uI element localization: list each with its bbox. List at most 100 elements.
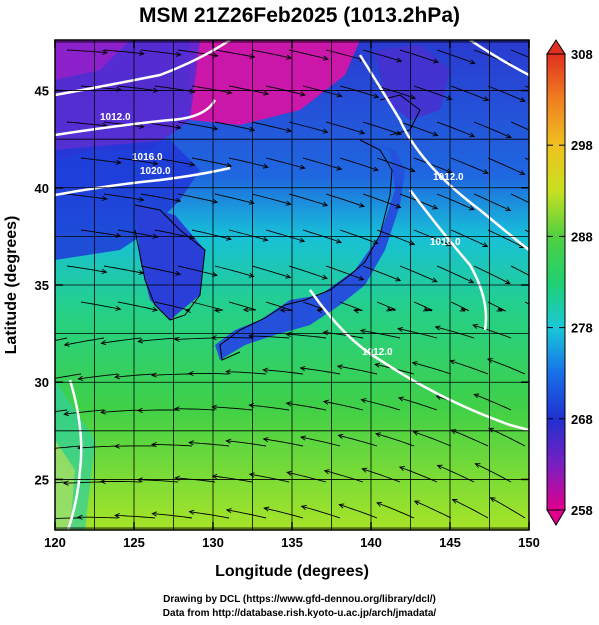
streamline-arrowhead — [323, 469, 330, 475]
streamline — [376, 85, 416, 99]
streamline-arrowhead — [409, 167, 416, 173]
y-tick-label: 40 — [35, 181, 49, 196]
streamline-arrowhead — [483, 96, 490, 102]
streamline-arrowhead — [212, 125, 219, 131]
streamline-arrowhead — [533, 307, 538, 311]
streamline — [115, 514, 156, 519]
streamline — [226, 440, 267, 447]
streamline — [66, 193, 107, 200]
streamline-arrowhead — [99, 478, 106, 485]
streamline — [362, 265, 401, 282]
streamline — [286, 333, 327, 339]
streamline — [301, 505, 341, 519]
isobars — [55, 40, 529, 530]
streamline-arrowhead — [299, 164, 306, 170]
streamline — [475, 463, 512, 483]
streamline — [177, 193, 218, 203]
streamline — [286, 402, 327, 411]
streamline-arrowhead — [248, 199, 255, 205]
streamline-arrowhead — [173, 406, 180, 412]
streamline-arrowhead — [482, 242, 489, 247]
streamline — [117, 301, 158, 311]
isobar-label: 1012.0 — [433, 172, 464, 183]
colorbar-scale — [546, 53, 566, 511]
streamline — [117, 157, 158, 165]
isobar-label: 1016.0 — [132, 152, 163, 163]
streamline-arrowhead — [519, 170, 526, 175]
streamline — [473, 193, 511, 212]
isobar-labels: 1012.0 1016.0 1020.0 1012.0 1016.0 1012.… — [100, 112, 464, 358]
streamline-arrowhead — [189, 161, 196, 167]
streamline — [78, 373, 119, 380]
streamline — [288, 121, 328, 133]
streamline — [413, 431, 452, 447]
streamline-arrowhead — [151, 511, 158, 517]
streamline-arrowhead — [336, 165, 343, 171]
streamline-arrowhead — [262, 236, 269, 242]
streamline-arrowhead — [397, 396, 404, 402]
streamline — [450, 360, 489, 375]
y-axis-label: Latitude (degrees) — [3, 216, 20, 355]
streamline-arrowhead — [137, 338, 144, 344]
streamline-arrowhead — [62, 480, 69, 486]
streamline — [66, 265, 107, 273]
x-tick-label: 150 — [518, 535, 540, 550]
isobar-label: 1016.0 — [430, 237, 461, 248]
streamline-arrowhead — [248, 272, 255, 278]
colorbar: 258 268 278 288 298 308 — [546, 39, 593, 526]
streamline-arrowhead — [152, 233, 159, 239]
y-axis-ticks: 25 30 35 40 45 — [35, 84, 529, 487]
streamline-arrowhead — [445, 241, 452, 247]
streamline-arrowhead — [359, 328, 366, 334]
streamline — [55, 481, 68, 484]
streamline — [376, 229, 415, 245]
streamline — [177, 49, 218, 57]
streamline-arrowhead — [211, 473, 218, 480]
streamline-arrowhead — [353, 308, 360, 314]
streamline-arrowhead — [102, 49, 108, 55]
streamline — [287, 471, 327, 483]
streamline-arrowhead — [446, 168, 453, 174]
streamline — [399, 49, 439, 63]
streamline — [174, 337, 216, 341]
streamline-arrowhead — [285, 273, 292, 279]
streamline — [117, 85, 158, 92]
streamline-arrowhead — [505, 133, 512, 139]
streamline — [140, 49, 181, 56]
streamline-arrowhead — [225, 235, 232, 241]
streamline-arrowhead — [28, 344, 33, 348]
colorbar-tick-label: 308 — [571, 47, 593, 62]
streamline — [325, 193, 365, 207]
streamline-arrowhead — [225, 508, 232, 514]
wind-streamlines — [28, 49, 538, 520]
streamline — [435, 326, 475, 339]
streamline-arrowhead — [450, 429, 457, 435]
streamline — [399, 121, 438, 136]
streamline — [226, 509, 267, 519]
streamline — [325, 49, 365, 61]
streamline — [228, 229, 268, 241]
streamline — [251, 121, 292, 132]
streamline-arrowhead — [150, 441, 157, 448]
streamline — [339, 157, 379, 171]
streamline-arrowhead — [322, 55, 329, 61]
y-tick-label: 30 — [35, 375, 49, 390]
colorbar-tick-label: 258 — [571, 503, 593, 518]
colorbar-tick-label: 288 — [571, 229, 593, 244]
streamline — [103, 265, 144, 274]
streamline-arrowhead — [413, 500, 420, 506]
streamline-arrowhead — [338, 503, 345, 509]
streamline — [103, 49, 144, 55]
streamline-arrowhead — [376, 501, 383, 507]
streamline-arrowhead — [262, 367, 269, 373]
isobar-label: 1012.0 — [362, 347, 393, 358]
streamline-arrowhead — [360, 398, 367, 404]
streamline — [191, 85, 232, 94]
streamline — [436, 49, 475, 64]
streamline — [249, 473, 290, 483]
streamline-arrowhead — [468, 278, 475, 284]
streamline-arrowhead — [152, 306, 159, 312]
y-tick-label: 45 — [35, 84, 49, 99]
streamline-arrowhead — [316, 308, 323, 314]
streamline-arrowhead — [436, 464, 443, 470]
